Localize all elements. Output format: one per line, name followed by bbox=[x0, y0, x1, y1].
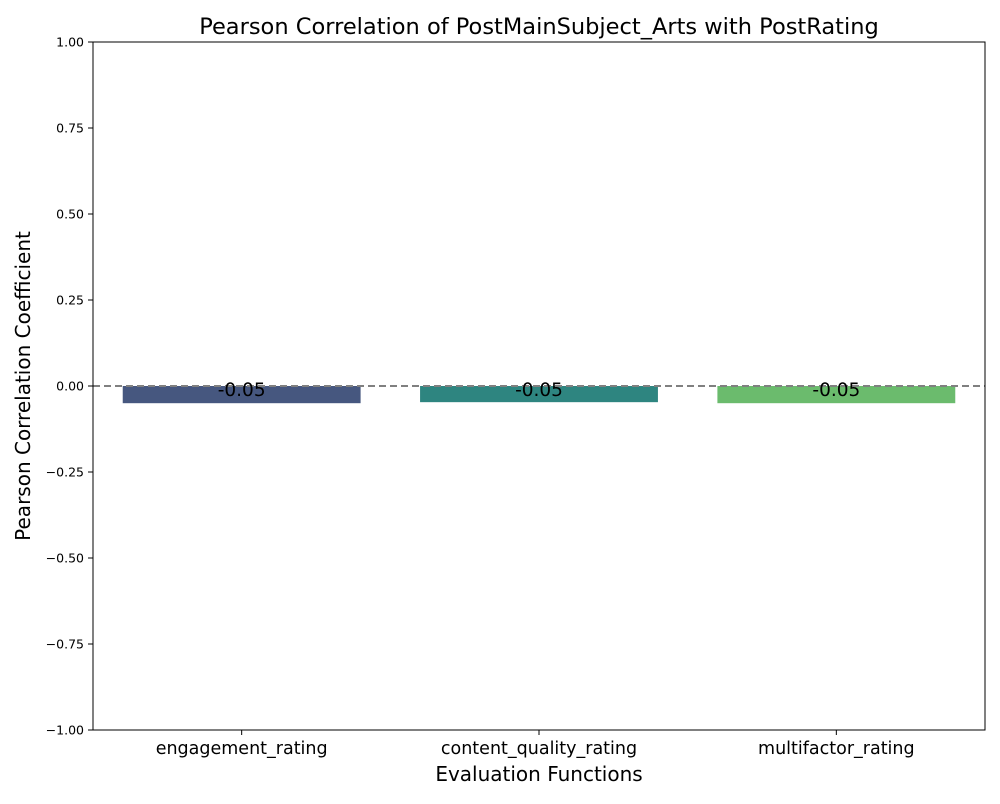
x-tick-label: multifactor_rating bbox=[758, 739, 915, 759]
y-tick-label: −0.75 bbox=[46, 637, 84, 652]
x-tick-label: content_quality_rating bbox=[441, 739, 637, 759]
chart-title: Pearson Correlation of PostMainSubject_A… bbox=[199, 14, 879, 40]
bar-value-label: -0.05 bbox=[218, 380, 266, 401]
bar bbox=[122, 386, 361, 404]
bar bbox=[420, 386, 658, 403]
y-axis-label: Pearson Correlation Coefficient bbox=[11, 231, 35, 541]
y-tick-label: 1.00 bbox=[56, 35, 84, 50]
x-tick-label: engagement_rating bbox=[156, 739, 328, 759]
y-tick-label: 0.50 bbox=[56, 207, 84, 222]
axes-frame bbox=[92, 41, 986, 731]
y-tick-label: 0.25 bbox=[56, 293, 84, 308]
y-tick-label: −1.00 bbox=[46, 723, 84, 738]
y-tick-label: 0.75 bbox=[56, 121, 84, 136]
x-axis-label: Evaluation Functions bbox=[435, 762, 642, 786]
y-tick-label: −0.25 bbox=[46, 465, 84, 480]
y-tick-label: 0.00 bbox=[56, 379, 84, 394]
bar-value-label: -0.05 bbox=[812, 380, 860, 401]
y-tick-label: −0.50 bbox=[46, 551, 84, 566]
bar bbox=[717, 386, 956, 404]
bar-value-label: -0.05 bbox=[515, 380, 563, 401]
plot-area: −1.00 −0.75 −0.50 −0.25 0.00 0.25 0.50 0.75 1.00… bbox=[46, 35, 986, 759]
